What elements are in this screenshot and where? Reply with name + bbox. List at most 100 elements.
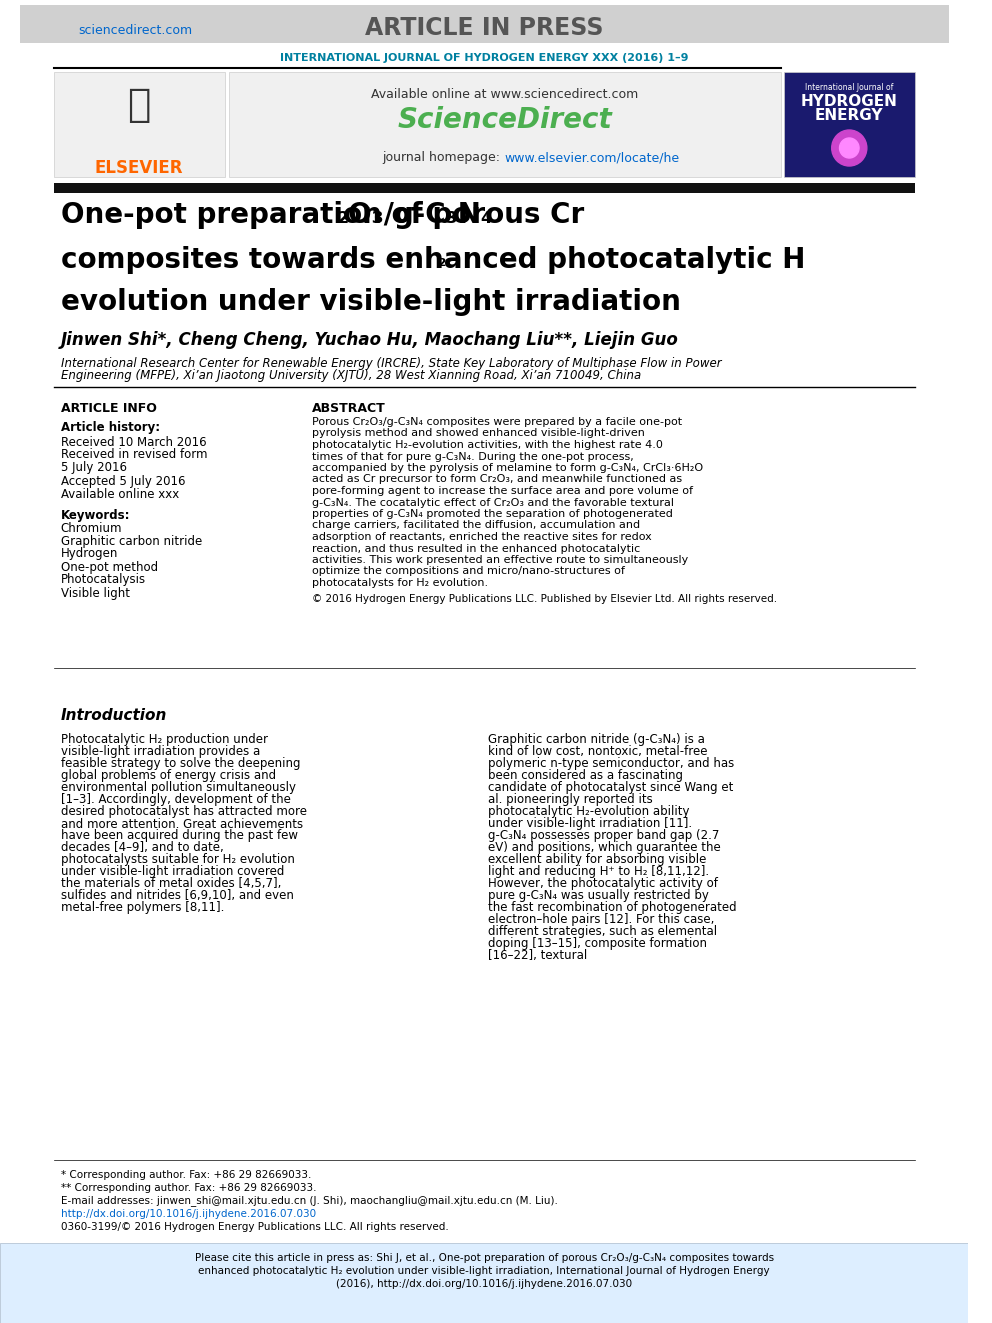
Text: times of that for pure g-C₃N₄. During the one-pot process,: times of that for pure g-C₃N₄. During th… (312, 451, 634, 462)
Text: al. pioneeringly reported its: al. pioneeringly reported its (488, 794, 653, 807)
Text: eV) and positions, which guarantee the: eV) and positions, which guarantee the (488, 841, 721, 855)
Text: © 2016 Hydrogen Energy Publications LLC. Published by Elsevier Ltd. All rights r: © 2016 Hydrogen Energy Publications LLC.… (312, 594, 778, 603)
Text: properties of g-C₃N₄ promoted the separation of photogenerated: properties of g-C₃N₄ promoted the separa… (312, 509, 674, 519)
Text: polymeric n-type semiconductor, and has: polymeric n-type semiconductor, and has (488, 758, 734, 770)
Text: E-mail addresses: jinwen_shi@mail.xjtu.edu.cn (J. Shi), maochangliu@mail.xjtu.ed: E-mail addresses: jinwen_shi@mail.xjtu.e… (61, 1196, 558, 1207)
Text: Available online xxx: Available online xxx (61, 487, 179, 500)
Text: Engineering (MFPE), Xi’an Jiaotong University (XJTU), 28 West Xianning Road, Xi’: Engineering (MFPE), Xi’an Jiaotong Unive… (61, 369, 641, 382)
Text: have been acquired during the past few: have been acquired during the past few (61, 830, 298, 843)
Text: Photocatalytic H₂ production under: Photocatalytic H₂ production under (61, 733, 268, 746)
Text: been considered as a fascinating: been considered as a fascinating (488, 770, 683, 782)
Text: Porous Cr₂O₃/g-C₃N₄ composites were prepared by a facile one-pot: Porous Cr₂O₃/g-C₃N₄ composites were prep… (312, 417, 682, 427)
Text: However, the photocatalytic activity of: However, the photocatalytic activity of (488, 877, 718, 890)
Text: charge carriers, facilitated the diffusion, accumulation and: charge carriers, facilitated the diffusi… (312, 520, 641, 531)
Text: Article history:: Article history: (61, 422, 160, 434)
Text: ELSEVIER: ELSEVIER (94, 159, 183, 177)
Text: global problems of energy crisis and: global problems of energy crisis and (61, 770, 276, 782)
Text: Introduction: Introduction (61, 708, 167, 722)
Text: Jinwen Shi*, Cheng Cheng, Yuchao Hu, Maochang Liu**, Liejin Guo: Jinwen Shi*, Cheng Cheng, Yuchao Hu, Mao… (61, 331, 679, 349)
Text: acted as Cr precursor to form Cr₂O₃, and meanwhile functioned as: acted as Cr precursor to form Cr₂O₃, and… (312, 475, 682, 484)
Bar (54, 71, 224, 177)
Text: One-pot method: One-pot method (61, 561, 158, 573)
Text: enhanced photocatalytic H₂ evolution under visible-light irradiation, Internatio: enhanced photocatalytic H₂ evolution und… (198, 1266, 770, 1275)
Text: sulfides and nitrides [6,9,10], and even: sulfides and nitrides [6,9,10], and even (61, 889, 294, 902)
Text: g-C₃N₄. The cocatalytic effect of Cr₂O₃ and the favorable textural: g-C₃N₄. The cocatalytic effect of Cr₂O₃ … (312, 497, 675, 508)
Text: ScienceDirect: ScienceDirect (398, 106, 612, 134)
Text: visible-light irradiation provides a: visible-light irradiation provides a (61, 745, 260, 758)
Text: Visible light: Visible light (61, 586, 130, 599)
Text: 🌳: 🌳 (127, 86, 151, 124)
Text: photocatalysts suitable for H₂ evolution: photocatalysts suitable for H₂ evolution (61, 853, 295, 867)
Text: ARTICLE IN PRESS: ARTICLE IN PRESS (365, 16, 603, 40)
Text: http://dx.doi.org/10.1016/j.ijhydene.2016.07.030: http://dx.doi.org/10.1016/j.ijhydene.201… (61, 1209, 315, 1218)
Text: reaction, and thus resulted in the enhanced photocatalytic: reaction, and thus resulted in the enhan… (312, 544, 641, 553)
Text: [16–22], textural: [16–22], textural (488, 950, 587, 963)
Text: Photocatalysis: Photocatalysis (61, 573, 146, 586)
Text: under visible-light irradiation covered: under visible-light irradiation covered (61, 865, 284, 878)
Text: Keywords:: Keywords: (61, 508, 130, 521)
Text: candidate of photocatalyst since Wang et: candidate of photocatalyst since Wang et (488, 782, 733, 795)
Text: adsorption of reactants, enriched the reactive sites for redox: adsorption of reactants, enriched the re… (312, 532, 652, 542)
Text: kind of low cost, nontoxic, metal-free: kind of low cost, nontoxic, metal-free (488, 745, 707, 758)
Text: doping [13–15], composite formation: doping [13–15], composite formation (488, 938, 707, 950)
Bar (54, 183, 915, 193)
Text: g-C₃N₄ possesses proper band gap (2.7: g-C₃N₄ possesses proper band gap (2.7 (488, 830, 719, 843)
Text: environmental pollution simultaneously: environmental pollution simultaneously (61, 782, 296, 795)
Text: pyrolysis method and showed enhanced visible-light-driven: pyrolysis method and showed enhanced vis… (312, 429, 645, 438)
Text: evolution under visible-light irradiation: evolution under visible-light irradiatio… (61, 288, 681, 316)
Text: Accepted 5 July 2016: Accepted 5 July 2016 (61, 475, 186, 487)
Bar (784, 71, 915, 177)
Text: 5 July 2016: 5 July 2016 (61, 462, 127, 475)
Text: Graphitic carbon nitride (g-C₃N₄) is a: Graphitic carbon nitride (g-C₃N₄) is a (488, 733, 705, 746)
Text: and more attention. Great achievements: and more attention. Great achievements (61, 818, 303, 831)
Text: One-pot preparation of porous Cr: One-pot preparation of porous Cr (61, 201, 583, 229)
Text: Received in revised form: Received in revised form (61, 448, 207, 462)
Text: sciencedirect.com: sciencedirect.com (78, 24, 192, 37)
Text: photocatalytic H₂-evolution activities, with the highest rate 4.0: photocatalytic H₂-evolution activities, … (312, 441, 664, 450)
Text: Available online at www.sciencedirect.com: Available online at www.sciencedirect.co… (371, 89, 638, 102)
Text: light and reducing H⁺ to H₂ [8,11,12].: light and reducing H⁺ to H₂ [8,11,12]. (488, 865, 709, 878)
Text: desired photocatalyst has attracted more: desired photocatalyst has attracted more (61, 806, 307, 819)
Text: Hydrogen: Hydrogen (61, 548, 118, 561)
Text: the fast recombination of photogenerated: the fast recombination of photogenerated (488, 901, 737, 914)
Text: Chromium: Chromium (61, 521, 122, 534)
Bar (20, 5, 949, 44)
Text: photocatalysts for H₂ evolution.: photocatalysts for H₂ evolution. (312, 578, 488, 587)
Text: ₂: ₂ (438, 250, 446, 270)
Text: HYDROGEN: HYDROGEN (801, 94, 898, 110)
Text: journal homepage:: journal homepage: (383, 152, 505, 164)
Bar (0, 1244, 968, 1323)
Text: 0360-3199/© 2016 Hydrogen Energy Publications LLC. All rights reserved.: 0360-3199/© 2016 Hydrogen Energy Publica… (61, 1222, 448, 1232)
Text: accompanied by the pyrolysis of melamine to form g-C₃N₄, CrCl₃·6H₂O: accompanied by the pyrolysis of melamine… (312, 463, 703, 474)
Text: ARTICLE INFO: ARTICLE INFO (61, 401, 157, 414)
Text: electron–hole pairs [12]. For this case,: electron–hole pairs [12]. For this case, (488, 913, 714, 926)
Text: pore-forming agent to increase the surface area and pore volume of: pore-forming agent to increase the surfa… (312, 486, 693, 496)
Text: ABSTRACT: ABSTRACT (312, 401, 386, 414)
Text: activities. This work presented an effective route to simultaneously: activities. This work presented an effec… (312, 556, 688, 565)
Text: photocatalytic H₂-evolution ability: photocatalytic H₂-evolution ability (488, 806, 689, 819)
Text: (2016), http://dx.doi.org/10.1016/j.ijhydene.2016.07.030: (2016), http://dx.doi.org/10.1016/j.ijhy… (336, 1279, 632, 1289)
Circle shape (839, 138, 859, 157)
Circle shape (831, 130, 867, 165)
Text: INTERNATIONAL JOURNAL OF HYDROGEN ENERGY XXX (2016) 1–9: INTERNATIONAL JOURNAL OF HYDROGEN ENERGY… (280, 53, 688, 64)
Text: excellent ability for absorbing visible: excellent ability for absorbing visible (488, 853, 706, 867)
Text: [1–3]. Accordingly, development of the: [1–3]. Accordingly, development of the (61, 794, 291, 807)
Bar (229, 71, 781, 177)
Text: Graphitic carbon nitride: Graphitic carbon nitride (61, 534, 201, 548)
Text: International Research Center for Renewable Energy (IRCRE), State Key Laboratory: International Research Center for Renewa… (61, 356, 721, 369)
Text: composites towards enhanced photocatalytic H: composites towards enhanced photocatalyt… (61, 246, 805, 274)
Text: metal-free polymers [8,11].: metal-free polymers [8,11]. (61, 901, 224, 914)
Text: Received 10 March 2016: Received 10 March 2016 (61, 435, 206, 448)
Text: Please cite this article in press as: Shi J, et al., One-pot preparation of poro: Please cite this article in press as: Sh… (194, 1253, 774, 1263)
Text: ENERGY: ENERGY (815, 107, 884, 123)
Text: * Corresponding author. Fax: +86 29 82669033.: * Corresponding author. Fax: +86 29 8266… (61, 1170, 310, 1180)
Text: the materials of metal oxides [4,5,7],: the materials of metal oxides [4,5,7], (61, 877, 281, 890)
Text: ₂O₃/g-C₃N₄: ₂O₃/g-C₃N₄ (336, 201, 493, 229)
Text: different strategies, such as elemental: different strategies, such as elemental (488, 926, 717, 938)
Text: feasible strategy to solve the deepening: feasible strategy to solve the deepening (61, 758, 300, 770)
Text: International Journal of: International Journal of (806, 83, 894, 93)
Text: under visible-light irradiation [11].: under visible-light irradiation [11]. (488, 818, 692, 831)
Text: pure g-C₃N₄ was usually restricted by: pure g-C₃N₄ was usually restricted by (488, 889, 709, 902)
Text: ** Corresponding author. Fax: +86 29 82669033.: ** Corresponding author. Fax: +86 29 826… (61, 1183, 316, 1193)
Text: decades [4–9], and to date,: decades [4–9], and to date, (61, 841, 223, 855)
